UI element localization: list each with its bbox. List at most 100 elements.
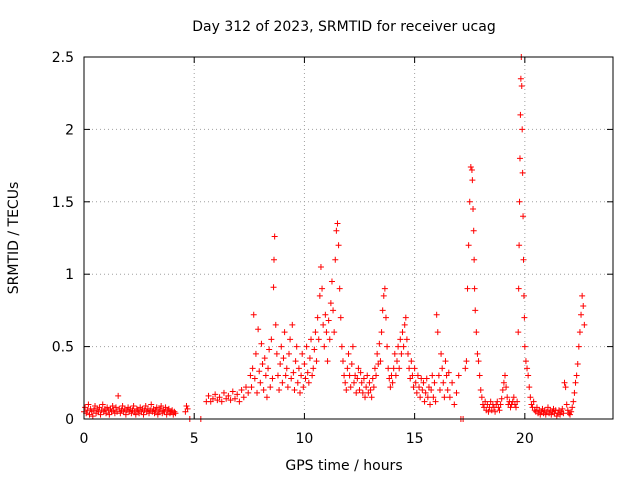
x-tick-label: 20 [516,431,534,447]
data-point [154,411,161,418]
data-point [236,398,243,405]
data-point [301,360,308,367]
data-point [569,404,576,411]
data-point [576,329,583,336]
data-point [420,379,427,386]
data-point [283,365,290,372]
data-point [234,391,241,398]
data-point [323,329,330,336]
data-point [399,329,406,336]
data-point [405,350,412,357]
data-point [471,285,478,292]
data-point [413,389,420,396]
data-point [89,413,96,420]
data-point [449,379,456,386]
data-point [548,411,555,418]
data-point [117,410,124,417]
data-point [510,394,517,401]
data-point [396,365,403,372]
data-point [303,343,310,350]
data-point [255,326,262,333]
data-point [326,336,333,343]
y-tick-labels: 0 0.5 1 1.5 2 2.5 [52,50,74,428]
y-tick-label: 2 [65,122,74,138]
data-point [151,410,158,417]
data-point [270,284,277,291]
data-point [559,405,566,412]
data-point [292,358,299,365]
data-point [520,292,527,299]
x-tick-label: 5 [190,431,199,447]
data-point [377,358,384,365]
data-point [313,358,320,365]
data-point [400,343,407,350]
data-point [282,372,289,379]
data-point [472,307,479,314]
data-point [300,384,307,391]
data-points [81,54,588,422]
data-point [245,389,252,396]
data-point [332,256,339,263]
data-point [441,394,448,401]
data-point [519,126,526,133]
data-point [288,375,295,382]
data-point [85,401,92,408]
data-point [291,387,298,394]
data-point [359,389,366,396]
x-axis-label: GPS time / hours [285,458,402,474]
data-point [542,411,549,418]
data-point [269,375,276,382]
data-point [573,372,580,379]
chart-title: Day 312 of 2023, SRMTID for receiver uca… [192,19,495,35]
data-point [494,398,501,405]
data-point [477,387,484,394]
data-point [279,379,286,386]
data-point [338,343,345,350]
data-point [99,401,106,408]
data-point [519,169,526,176]
data-point [254,389,261,396]
data-point [87,405,94,412]
data-point [578,311,585,318]
data-point [574,360,581,367]
data-point [130,402,137,409]
y-tick-label: 1 [65,267,74,283]
data-point [171,408,178,415]
data-point [247,372,254,379]
data-point [521,314,528,321]
x-tick-label: 10 [296,431,314,447]
data-point [468,166,475,173]
data-point [387,384,394,391]
data-point [271,233,278,240]
data-point [475,358,482,365]
data-point [346,372,353,379]
data-point [328,278,335,285]
data-point [567,411,574,418]
data-point [464,285,471,292]
data-point [354,375,361,382]
data-point [564,407,571,414]
data-point [302,375,309,382]
data-point [406,365,413,372]
data-point [368,394,375,401]
data-point [503,384,510,391]
data-point [580,303,587,310]
data-point [287,336,294,343]
data-point [537,411,544,418]
data-point [227,397,234,404]
data-point [465,242,472,249]
data-point [343,387,350,394]
data-point [412,379,419,386]
data-point [370,384,377,391]
data-point [416,384,423,391]
data-point [347,384,354,391]
data-point [265,365,272,372]
x-tick-label: 0 [80,431,89,447]
data-point [240,394,247,401]
y-axis-label: SRMTID / TECUs [6,182,22,295]
data-point [410,384,417,391]
data-point [97,411,104,418]
data-point [402,314,409,321]
data-point [525,372,532,379]
data-point [516,155,523,162]
